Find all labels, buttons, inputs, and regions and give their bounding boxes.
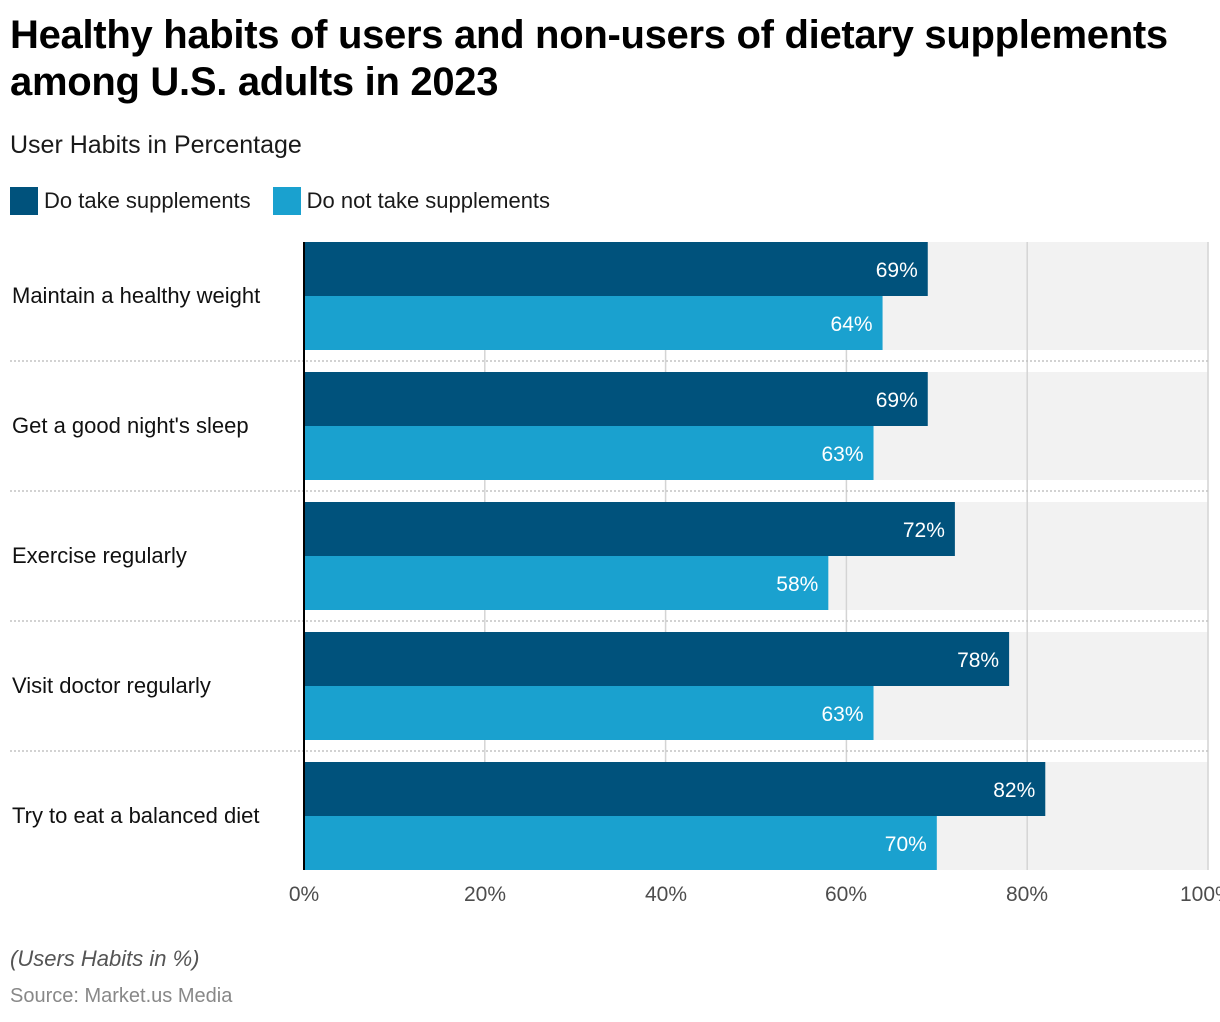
x-tick-label: 80% <box>1005 883 1049 906</box>
x-tick-label: 0% <box>288 883 320 906</box>
legend: Do take supplements Do not take suppleme… <box>10 186 572 216</box>
data-label: 69% <box>876 389 918 412</box>
legend-label-non-users: Do not take supplements <box>306 188 551 213</box>
bar-non-users <box>304 426 874 480</box>
bar-non-users <box>304 686 874 740</box>
bar-non-users <box>304 296 883 350</box>
legend-item-non-users: Do not take supplements <box>272 187 551 215</box>
chart-footnote: (Users Habits in %) <box>10 946 200 971</box>
bar-users <box>304 762 1046 816</box>
data-label: 82% <box>993 779 1035 802</box>
bar-users <box>304 242 928 296</box>
chart-title: Healthy habits of users and non-users of… <box>10 13 1168 104</box>
category-label: Visit doctor regularly <box>12 673 211 698</box>
chart-source: Source: Market.us Media <box>10 985 233 1007</box>
legend-item-users: Do take supplements <box>10 187 251 215</box>
chart-subtitle: User Habits in Percentage <box>10 131 302 159</box>
bar-users <box>304 372 928 426</box>
legend-swatch-users <box>10 187 38 215</box>
data-label: 72% <box>903 519 945 542</box>
x-tick-label: 60% <box>824 883 868 906</box>
x-tick-label: 20% <box>463 883 507 906</box>
data-label: 69% <box>876 259 918 282</box>
bar-non-users <box>304 816 937 870</box>
data-label: 78% <box>957 649 999 672</box>
category-label: Get a good night's sleep <box>12 413 249 438</box>
data-label: 63% <box>821 443 863 466</box>
bar-users <box>304 632 1010 686</box>
data-label: 70% <box>885 833 927 856</box>
x-tick-label: 40% <box>644 883 688 906</box>
category-label: Try to eat a balanced diet <box>12 803 260 828</box>
data-label: 64% <box>831 313 873 336</box>
bar-users <box>304 502 955 556</box>
category-label: Maintain a healthy weight <box>12 283 261 308</box>
data-label: 63% <box>821 703 863 726</box>
legend-swatch-non-users <box>272 187 301 215</box>
legend-label-users: Do take supplements <box>44 188 251 213</box>
data-label: 58% <box>776 573 818 596</box>
bar-non-users <box>304 556 829 610</box>
category-label: Exercise regularly <box>12 543 187 568</box>
x-tick-label: 100% <box>1180 883 1220 906</box>
